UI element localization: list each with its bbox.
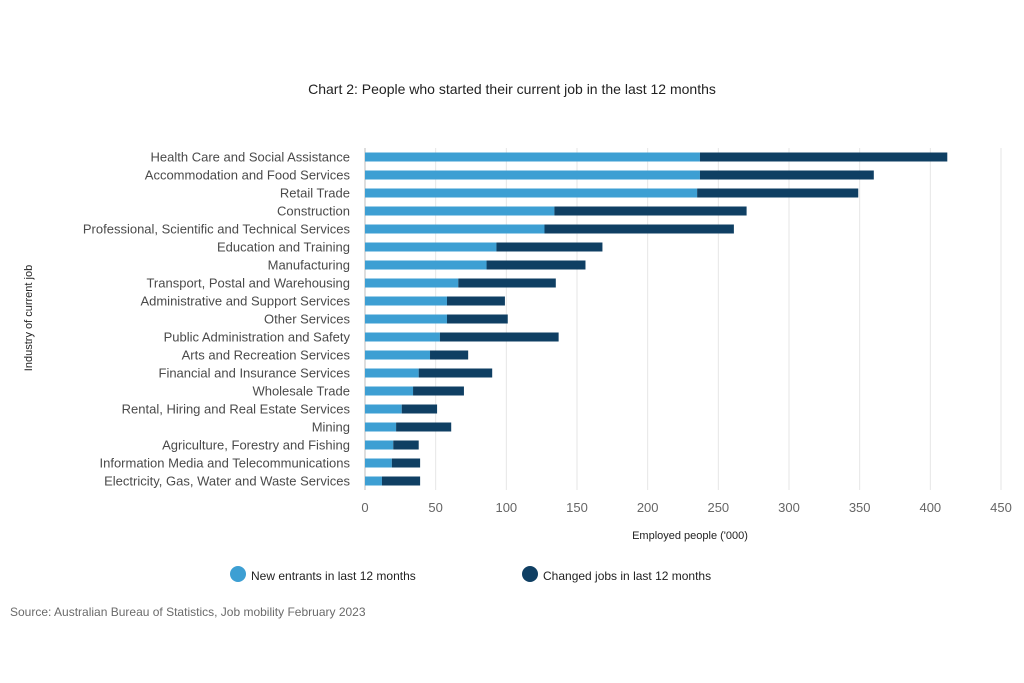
x-tick-label: 200 xyxy=(637,500,659,515)
bar-new-entrants xyxy=(365,386,414,396)
bar-changed-jobs xyxy=(697,188,859,198)
bar-changed-jobs xyxy=(413,386,464,396)
bar-new-entrants xyxy=(365,332,440,342)
bar-new-entrants xyxy=(365,224,545,234)
x-tick-label: 350 xyxy=(849,500,871,515)
y-axis-tick-labels: Health Care and Social Assistance Accommo… xyxy=(83,150,351,489)
bar-new-entrants xyxy=(365,314,447,324)
bar-changed-jobs xyxy=(544,224,734,234)
y-tick-label: Public Administration and Safety xyxy=(164,330,351,345)
bar-new-entrants xyxy=(365,476,382,486)
bar-new-entrants xyxy=(365,458,392,468)
x-tick-label: 50 xyxy=(428,500,442,515)
chart-title: Chart 2: People who started their curren… xyxy=(308,81,716,97)
y-tick-label: Construction xyxy=(277,204,350,219)
bar-new-entrants xyxy=(365,206,555,216)
y-tick-label: Information Media and Telecommunications xyxy=(99,456,350,471)
bar-new-entrants xyxy=(365,404,402,414)
bars xyxy=(365,152,948,486)
bar-new-entrants xyxy=(365,152,700,162)
legend: New entrants in last 12 months Changed jo… xyxy=(230,566,711,583)
y-tick-label: Mining xyxy=(312,420,350,435)
legend-label: Changed jobs in last 12 months xyxy=(543,569,711,583)
bar-changed-jobs xyxy=(446,314,508,324)
x-tick-label: 300 xyxy=(778,500,800,515)
y-tick-label: Professional, Scientific and Technical S… xyxy=(83,222,351,237)
bar-changed-jobs xyxy=(554,206,747,216)
bar-new-entrants xyxy=(365,278,459,288)
bar-changed-jobs xyxy=(391,458,421,468)
bar-new-entrants xyxy=(365,260,487,270)
y-tick-label: Arts and Recreation Services xyxy=(182,348,351,363)
y-tick-label: Retail Trade xyxy=(280,186,350,201)
bar-changed-jobs xyxy=(446,296,505,306)
y-tick-label: Other Services xyxy=(264,312,350,327)
y-tick-label: Transport, Postal and Warehousing xyxy=(146,276,350,291)
x-axis-title: Employed people ('000) xyxy=(632,530,748,542)
bar-new-entrants xyxy=(365,188,698,198)
bar-new-entrants xyxy=(365,368,419,378)
bar-changed-jobs xyxy=(396,422,452,432)
legend-label: New entrants in last 12 months xyxy=(251,569,416,583)
bar-changed-jobs xyxy=(496,242,603,252)
x-tick-label: 400 xyxy=(919,500,941,515)
bar-changed-jobs xyxy=(486,260,586,270)
bar-changed-jobs xyxy=(381,476,421,486)
bar-changed-jobs xyxy=(401,404,438,414)
x-tick-label: 150 xyxy=(566,500,588,515)
y-tick-label: Rental, Hiring and Real Estate Services xyxy=(122,402,351,417)
bar-new-entrants xyxy=(365,440,394,450)
y-tick-label: Health Care and Social Assistance xyxy=(151,150,350,165)
x-axis-tick-labels: 0 50 100 150 200 250 300 350 400 450 xyxy=(361,500,1011,515)
bar-changed-jobs xyxy=(699,170,874,180)
y-tick-label: Manufacturing xyxy=(268,258,350,273)
bar-new-entrants xyxy=(365,422,397,432)
y-tick-label: Wholesale Trade xyxy=(252,384,350,399)
y-tick-label: Financial and Insurance Services xyxy=(159,366,351,381)
legend-swatch xyxy=(230,566,246,582)
y-tick-label: Administrative and Support Services xyxy=(140,294,350,309)
bar-new-entrants xyxy=(365,296,447,306)
bar-changed-jobs xyxy=(393,440,419,450)
x-tick-label: 450 xyxy=(990,500,1012,515)
x-tick-label: 250 xyxy=(707,500,729,515)
bar-changed-jobs xyxy=(430,350,469,360)
y-tick-label: Agriculture, Forestry and Fishing xyxy=(162,438,350,453)
y-tick-label: Accommodation and Food Services xyxy=(145,168,351,183)
bar-changed-jobs xyxy=(458,278,556,288)
bar-changed-jobs xyxy=(699,152,948,162)
source-note: Source: Australian Bureau of Statistics,… xyxy=(10,605,366,619)
gridlines xyxy=(364,148,1002,490)
bar-changed-jobs xyxy=(439,332,559,342)
bar-changed-jobs xyxy=(418,368,493,378)
y-axis-title: Industry of current job xyxy=(23,265,35,371)
bar-new-entrants xyxy=(365,170,700,180)
y-tick-label: Electricity, Gas, Water and Waste Servic… xyxy=(104,474,350,489)
bar-new-entrants xyxy=(365,350,431,360)
x-tick-label: 100 xyxy=(495,500,517,515)
legend-swatch xyxy=(522,566,538,582)
x-tick-label: 0 xyxy=(361,500,368,515)
y-tick-label: Education and Training xyxy=(217,240,350,255)
bar-new-entrants xyxy=(365,242,497,252)
